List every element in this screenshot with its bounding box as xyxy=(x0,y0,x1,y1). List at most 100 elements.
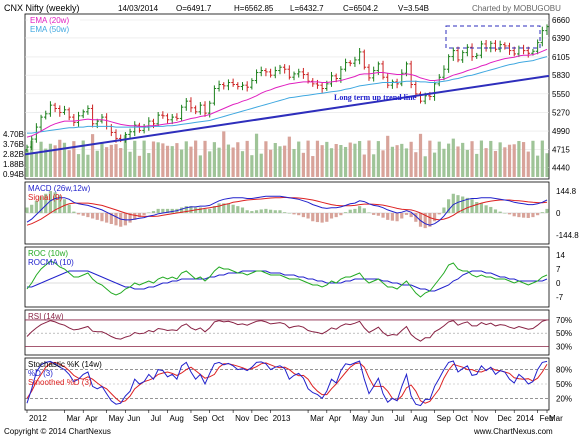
volume-bar xyxy=(184,141,188,177)
rsi-tick-label: 30% xyxy=(556,342,572,351)
macd-hist-bar xyxy=(358,206,362,213)
volume-bar xyxy=(447,143,451,177)
roc-panel-frame xyxy=(24,246,550,308)
trend-line xyxy=(24,74,550,156)
volume-bar xyxy=(236,142,240,177)
volume-bar xyxy=(198,155,202,177)
macd-hist-bar xyxy=(292,213,296,215)
macd-hist-bar xyxy=(517,213,521,218)
consolidation-box xyxy=(445,25,541,49)
macd-hist-bar xyxy=(315,213,320,223)
macd-tick-label: 0 xyxy=(556,209,561,218)
rsi-panel: RSI (14w) 70% 50% 30% xyxy=(24,309,572,356)
volume-bar xyxy=(512,144,516,177)
macd-hist-bar xyxy=(465,197,469,213)
volume-bar xyxy=(423,156,427,177)
macd-hist-bar xyxy=(479,203,484,213)
volume-bar xyxy=(34,152,38,177)
macd-hist-bar xyxy=(264,208,268,213)
volume-bar xyxy=(123,135,127,177)
macd-hist-bar xyxy=(269,209,273,213)
stochastic-d-line xyxy=(26,361,548,404)
volume-bar xyxy=(521,142,526,177)
volume-bar xyxy=(414,152,418,177)
macd-hist-bar xyxy=(287,213,291,214)
volume-bar xyxy=(297,141,301,177)
macd-hist-bar xyxy=(109,213,113,224)
stochastic-axis: 80% 50% 20% xyxy=(556,366,572,404)
macd-hist-bar xyxy=(133,213,137,220)
macd-hist-bar xyxy=(226,203,231,213)
macd-hist-bar xyxy=(67,204,71,213)
roc-tick-label: 0 xyxy=(556,279,561,288)
volume-bar xyxy=(81,140,85,177)
legend-d: %D (3) xyxy=(28,369,53,378)
volume-bar xyxy=(329,148,334,177)
macd-hist-bar xyxy=(34,200,38,213)
roc-axis: 14 7 0 -7 xyxy=(556,251,565,302)
volume-bar xyxy=(170,146,174,177)
volume-bar xyxy=(381,150,385,177)
volume-bar xyxy=(526,151,530,177)
price-tick-label: 6390 xyxy=(552,34,570,43)
volume-bar xyxy=(484,148,488,177)
x-tick-label: Sep xyxy=(193,414,208,423)
macd-hist-bar xyxy=(44,193,48,213)
stochastic-tick-label: 80% xyxy=(556,366,572,375)
macd-hist-bar xyxy=(386,213,390,220)
x-tick-label: Oct xyxy=(212,414,225,423)
macd-hist-bar xyxy=(250,211,254,213)
volume-bar xyxy=(30,140,34,177)
macd-hist-bar xyxy=(222,203,226,213)
header-date: 14/03/2014 xyxy=(118,4,159,13)
volume-bar xyxy=(212,142,216,177)
price-legend-bg xyxy=(28,16,80,34)
macd-hist-bar xyxy=(184,206,188,213)
macd-hist-bar xyxy=(343,212,348,213)
macd-hist-bar xyxy=(531,213,535,218)
volume-bar xyxy=(489,140,493,177)
volume-bar xyxy=(498,142,502,177)
volume-bar xyxy=(147,153,151,177)
macd-hist-bar xyxy=(203,208,207,213)
volume-bar xyxy=(390,146,395,177)
macd-hist-bar xyxy=(395,213,399,222)
macd-hist-bar xyxy=(409,213,413,218)
macd-hist-bar xyxy=(540,212,544,213)
volume-tick-label: 0.94B xyxy=(3,170,24,179)
macd-hist-bar xyxy=(376,213,380,216)
macd-hist-bar xyxy=(283,212,287,213)
x-tick-label: 2013 xyxy=(273,414,291,423)
macd-hist-bar xyxy=(240,207,245,213)
macd-hist-bar xyxy=(189,206,193,213)
volume-bar xyxy=(240,151,245,177)
macd-hist-bar xyxy=(278,210,282,213)
legend-ema50: EMA (50w) xyxy=(30,25,69,34)
macd-hist-bar xyxy=(498,211,502,213)
volume-bar xyxy=(343,146,348,177)
volume-bar xyxy=(67,150,71,177)
volume-bar xyxy=(503,147,507,177)
x-tick-label: May xyxy=(352,414,367,423)
x-tick-label: Mar xyxy=(549,414,563,423)
macd-hist-bar xyxy=(208,208,212,213)
volume-bar xyxy=(58,139,62,177)
macd-hist-bar xyxy=(381,213,385,218)
volume-bar xyxy=(400,143,404,177)
macd-hist-bar xyxy=(329,213,334,219)
x-tick-label: 2012 xyxy=(29,414,47,423)
macd-hist-bar xyxy=(170,208,174,213)
volume-bar xyxy=(301,152,305,177)
header-volume: V=3.54B xyxy=(398,4,429,13)
macd-hist-bar xyxy=(311,213,315,222)
macd-hist-bar xyxy=(254,210,259,213)
macd-hist-bar xyxy=(25,207,29,213)
ema50-line xyxy=(27,56,548,134)
volume-bar xyxy=(62,142,67,177)
rocma-line xyxy=(27,270,548,292)
volume-bar xyxy=(531,140,535,177)
legend-signal: Signal (9) xyxy=(28,193,63,202)
macd-hist-bar xyxy=(512,213,516,217)
volume-tick-label: 2.82B xyxy=(3,150,24,159)
